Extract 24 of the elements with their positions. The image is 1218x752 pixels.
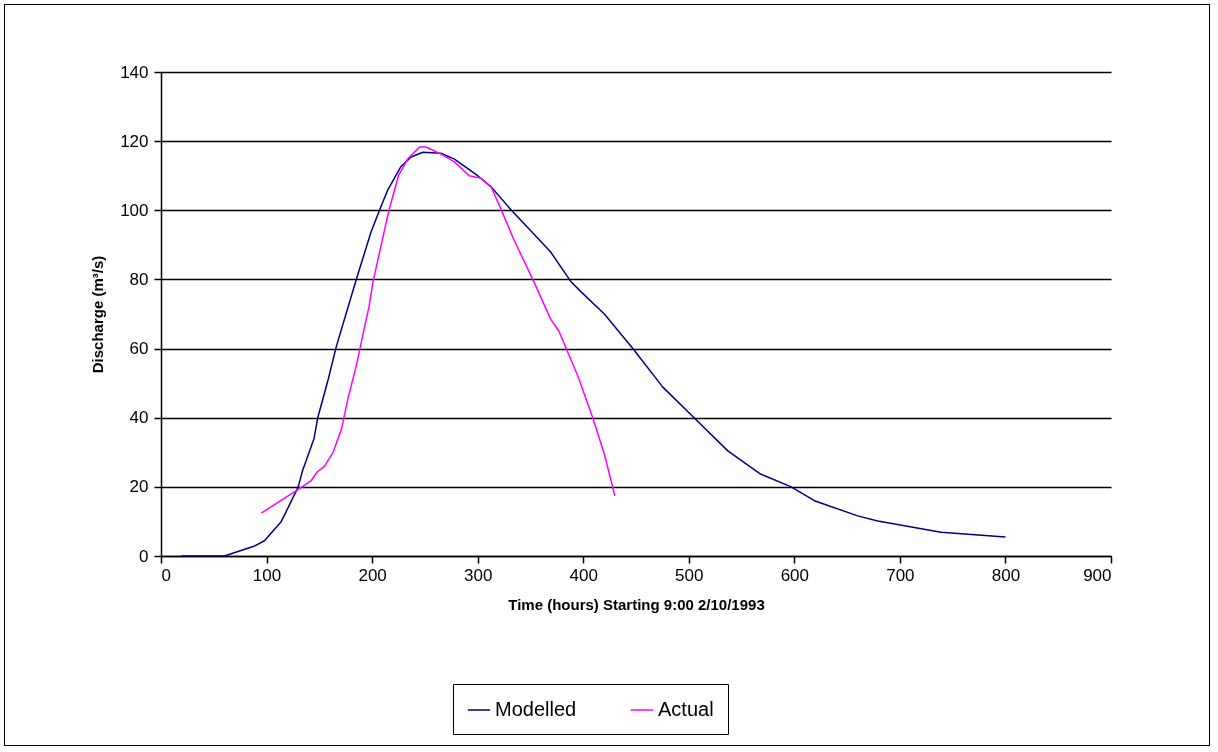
y-tick-label: 60 [129,339,149,359]
x-tick-label: 600 [780,565,810,585]
y-tick-label: 20 [129,477,149,497]
legend-label: Modelled [495,698,577,720]
x-tick-label: 900 [1083,565,1112,585]
line-series [180,151,1007,557]
x-tick-label: 500 [675,565,704,585]
x-tick-label: 100 [252,565,282,585]
y-tick-label: 120 [120,131,149,151]
y-tick-label: 80 [129,269,149,289]
x-tick-label: 200 [358,565,387,585]
legend-label: Actual [658,698,714,720]
x-tick-label: 800 [991,565,1021,585]
y-tick-label: 0 [139,546,149,566]
x-tick-label: 0 [161,565,171,585]
line-series [260,146,616,514]
y-tick-label: 40 [129,408,149,428]
x-tick-label: 700 [886,565,915,585]
x-tick-label: 300 [463,565,493,585]
y-tick-label: 100 [120,200,149,220]
y-tick-label: 140 [120,62,149,82]
x-axis-title: Time (hours) Starting 9:00 2/10/1993 [508,595,765,613]
y-axis-title: Discharge (m³/s) [89,255,107,374]
x-tick-label: 400 [569,565,598,585]
